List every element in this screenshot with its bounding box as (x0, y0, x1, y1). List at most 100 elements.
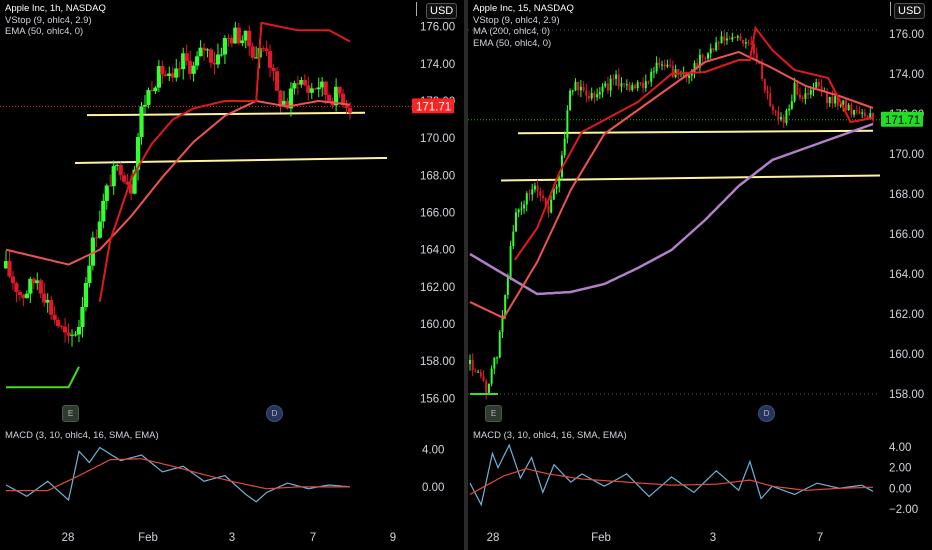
candle-body (747, 42, 750, 44)
candle-body (531, 189, 534, 195)
candle-body (574, 81, 577, 91)
candle-body (725, 38, 728, 41)
left-chart-svg[interactable]: 176.00174.00172.00170.00168.00166.00164.… (0, 0, 464, 550)
candle-body (509, 245, 512, 278)
candle-body (271, 67, 276, 72)
candle-body (720, 36, 723, 44)
ma200-line (469, 122, 874, 296)
candle-body (774, 110, 777, 112)
candle-body (698, 54, 701, 67)
candle-body (59, 326, 64, 328)
candle-body (828, 96, 831, 104)
candle-body (742, 39, 745, 44)
time-axis-tick: 9 (390, 532, 396, 544)
candle-body (728, 38, 731, 40)
candle-body (723, 36, 726, 41)
candle-body (582, 86, 585, 91)
right-scale-handle[interactable] (890, 2, 891, 16)
candle-body (847, 104, 850, 111)
ema-line (469, 50, 874, 320)
candle-body (184, 53, 189, 61)
candle-body (97, 221, 102, 238)
candle-body (704, 57, 707, 59)
candle-body (826, 90, 829, 104)
ema-line (5, 99, 351, 266)
time-axis-tick: Feb (591, 532, 611, 544)
candle-body (593, 92, 596, 98)
right-dividend-event-icon[interactable]: D (758, 405, 775, 422)
candle-body (798, 94, 801, 98)
candle-body (177, 68, 182, 70)
left-legend: Apple Inc, 1h, NASDAQ VStop (9, ohlc4, 2… (5, 3, 106, 38)
price-axis-tick: 160.00 (420, 319, 455, 331)
candle-body (135, 136, 141, 170)
candle-body (647, 81, 650, 83)
candle-body (604, 83, 607, 87)
left-dividend-event-icon[interactable]: D (266, 405, 283, 422)
candle-body (744, 42, 747, 44)
candle-body (663, 64, 666, 67)
candle-body (642, 82, 645, 89)
candle-body (547, 205, 550, 213)
price-axis-tick: 176.00 (889, 29, 924, 41)
candle-body (644, 81, 647, 89)
right-legend-ma: MA (200, ohlc4, 0) (473, 26, 551, 37)
candle-body (35, 280, 40, 284)
candle-body (156, 66, 161, 88)
left-earnings-event-icon[interactable]: E (62, 405, 79, 422)
left-legend-vstop: VStop (9, ohlc4, 2.9) (5, 14, 92, 26)
candle-body (628, 84, 631, 91)
candle-body (539, 191, 542, 196)
right-currency-button[interactable]: USD (894, 3, 926, 19)
candle-body (80, 307, 85, 327)
support-level-line (517, 129, 874, 135)
right-chart-svg[interactable]: 176.00174.00172.00170.00168.00166.00164.… (468, 0, 932, 550)
candle-body (42, 293, 47, 303)
candle-body (299, 80, 304, 85)
candle-body (104, 185, 109, 201)
vstop-long-line (6, 366, 80, 389)
candle-body (755, 53, 758, 62)
left-currency-button[interactable]: USD (426, 3, 458, 19)
candle-body (501, 315, 504, 332)
left-macd-legend: MACD (3, 10, ohlc4, 16, SMA, EMA) (5, 430, 159, 441)
macd-axis-tick: 2.00 (889, 463, 911, 475)
candle-body (496, 357, 499, 359)
candle-body (777, 111, 780, 120)
left-scale-handle[interactable] (416, 2, 417, 16)
candle-body (566, 110, 569, 139)
candle-body (785, 110, 788, 123)
candle-body (693, 63, 696, 73)
candle-body (469, 359, 471, 364)
candle-body (125, 181, 130, 185)
candle-body (588, 95, 591, 99)
candle-body (780, 117, 783, 120)
candle-body (520, 208, 523, 210)
candle-body (233, 27, 238, 44)
candle-body (219, 54, 224, 56)
candle-body (83, 282, 89, 308)
candle-body (278, 90, 283, 105)
candle-body (31, 278, 36, 284)
candle-body (149, 90, 155, 92)
candle-body (523, 204, 526, 209)
candle-body (712, 48, 715, 51)
price-axis-tick: 170.00 (889, 149, 924, 161)
candle-body (247, 30, 252, 47)
left-chart-pane[interactable]: 176.00174.00172.00170.00168.00166.00164.… (0, 0, 464, 550)
right-earnings-event-icon[interactable]: E (485, 405, 502, 422)
candle-body (302, 80, 307, 86)
candle-body (87, 265, 92, 283)
candle-body (295, 83, 300, 85)
candle-body (3, 261, 9, 269)
candle-body (281, 100, 287, 105)
candle-body (701, 54, 704, 58)
candle-body (550, 199, 553, 213)
candle-body (655, 62, 658, 72)
candle-body (323, 81, 328, 95)
time-axis-tick: 28 (487, 532, 500, 544)
left-chart-title: Apple Inc, 1h, NASDAQ (5, 3, 106, 14)
right-chart-pane[interactable]: 176.00174.00172.00170.00168.00166.00164.… (468, 0, 932, 550)
pane-divider[interactable] (464, 0, 468, 550)
candle-body (815, 82, 818, 88)
